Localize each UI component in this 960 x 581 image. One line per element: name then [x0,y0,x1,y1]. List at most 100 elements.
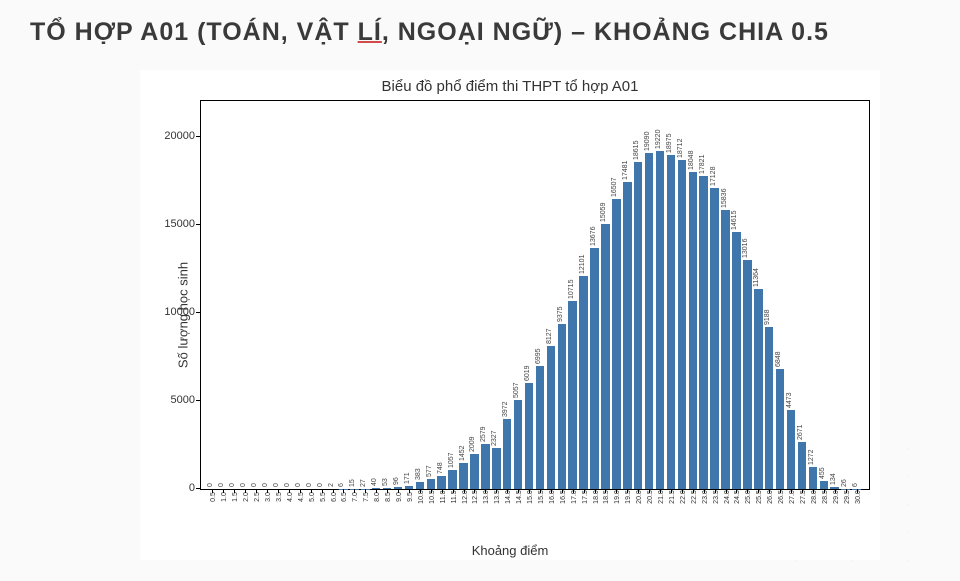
bar [481,444,490,489]
x-tick-mark [780,489,781,493]
x-tick-label: 2.0 [243,492,250,502]
bar [547,346,556,489]
x-tick-mark [671,489,672,493]
x-tick-mark [824,489,825,493]
x-tick-mark [693,489,694,493]
bar [427,479,436,489]
bar [787,410,796,489]
y-tick-mark [196,312,201,313]
bar-value-label: 13016 [742,239,749,258]
x-tick-mark [616,489,617,493]
x-tick-mark [453,489,454,493]
bar-value-label: 0 [284,483,291,487]
x-tick-mark [595,489,596,493]
bar-value-label: 6019 [524,366,531,382]
bar-value-label: 0 [317,483,324,487]
x-tick-mark [289,489,290,493]
bar [536,366,545,489]
bar-value-label: 9188 [764,310,771,326]
x-tick-label: 3.0 [265,492,272,502]
page-title: TỔ HỢP A01 (TOÁN, VẬT LÍ, NGOẠI NGỮ) – K… [30,18,829,47]
x-tick-mark [562,489,563,493]
x-tick-mark [791,489,792,493]
x-tick-mark [398,489,399,493]
bar [416,482,425,489]
bar-value-label: 6995 [535,348,542,364]
bar-value-label: 16507 [611,177,618,196]
bar-value-label: 13676 [590,227,597,246]
bar [754,289,763,489]
bar-value-label: 15836 [721,189,728,208]
bar [437,476,446,489]
bar-value-label: 0 [295,483,302,487]
x-tick-label: 8.5 [385,492,392,502]
bar-value-label: 1452 [459,446,466,462]
x-tick-mark [223,489,224,493]
x-tick-mark [267,489,268,493]
title-pre: TỔ HỢP A01 (TOÁN, VẬT [30,18,358,46]
x-tick-mark [245,489,246,493]
bar-value-label: 171 [404,472,411,484]
x-tick-label: 5.5 [320,492,327,502]
bar-value-label: 53 [382,478,389,486]
x-tick-mark [485,489,486,493]
bar [798,442,807,489]
x-tick-label: 1.5 [232,492,239,502]
bar-value-label: 17821 [699,154,706,173]
x-tick-label: 4.0 [287,492,294,502]
x-tick-label: 1.0 [221,492,228,502]
bar [645,153,654,489]
bar-value-label: 4473 [786,393,793,409]
bar-value-label: 19090 [644,132,651,151]
bar-value-label: 383 [415,469,422,481]
bar [820,481,829,489]
x-tick-mark [682,489,683,493]
x-tick-mark [704,489,705,493]
bar-value-label: 2671 [797,424,804,440]
x-tick-mark [758,489,759,493]
x-tick-mark [551,489,552,493]
bar [809,467,818,489]
bar [634,162,643,489]
x-tick-label: 3.5 [276,492,283,502]
bar-value-label: 577 [426,465,433,477]
x-tick-mark [322,489,323,493]
y-tick-mark [196,136,201,137]
bar [514,400,523,489]
bar [579,276,588,489]
x-tick-label: 6.5 [341,492,348,502]
x-tick-mark [726,489,727,493]
bar-value-label: 0 [240,483,247,487]
bar [612,199,621,489]
bar-value-label: 0 [273,483,280,487]
x-tick-mark [605,489,606,493]
bar-value-label: 748 [437,462,444,474]
bar-value-label: 18712 [677,138,684,157]
x-tick-mark [212,489,213,493]
x-tick-mark [638,489,639,493]
bar [590,248,599,489]
title-post: , NGOẠI NGỮ) – KHOẢNG CHIA 0.5 [382,18,829,46]
x-tick-mark [496,489,497,493]
bar-value-label: 0 [218,483,225,487]
x-tick-mark [736,489,737,493]
bar-value-label: 6 [852,483,859,487]
x-tick-mark [333,489,334,493]
bar [558,324,567,489]
x-tick-mark [507,489,508,493]
x-tick-mark [529,489,530,493]
bar-value-label: 455 [819,467,826,479]
bar [448,470,457,489]
x-tick-mark [627,489,628,493]
x-tick-mark [256,489,257,493]
x-tick-mark [278,489,279,493]
x-axis-label: Khoảng điểm [140,543,880,558]
bar [699,176,708,489]
x-tick-label: 9.0 [396,492,403,502]
chart-frame: Biểu đồ phổ điểm thi THPT tổ hợp A01 Số … [140,70,880,560]
x-tick-mark [311,489,312,493]
bar [765,327,774,489]
x-tick-mark [835,489,836,493]
x-tick-label: 5.0 [309,492,316,502]
x-tick-mark [409,489,410,493]
